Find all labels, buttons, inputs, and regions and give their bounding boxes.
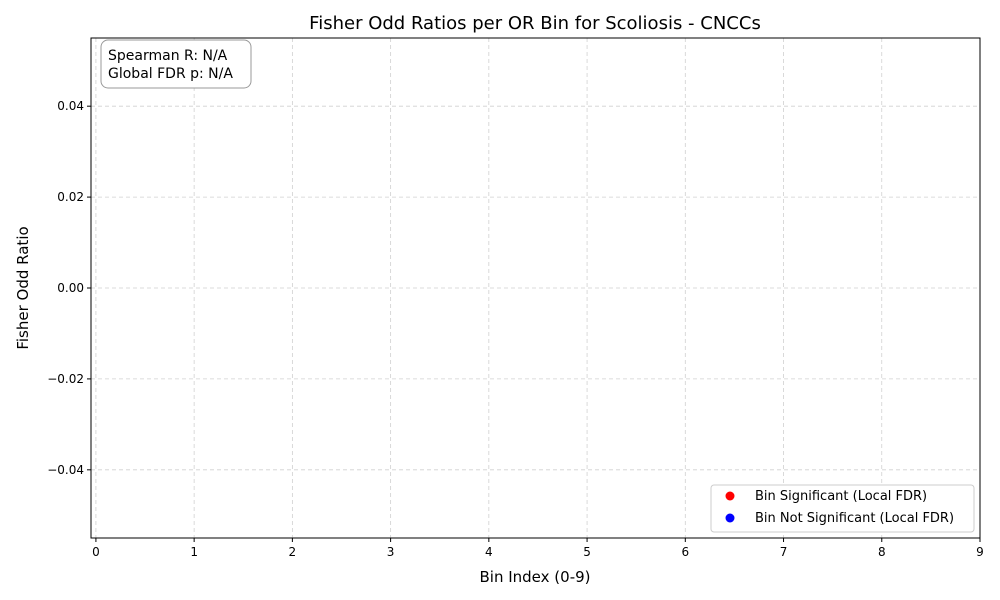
grid — [91, 38, 981, 538]
stats-annotation: Spearman R: N/A Global FDR p: N/A — [100, 39, 252, 89]
y-tick-label: 0.04 — [57, 99, 84, 113]
y-axis-label: Fisher Odd Ratio — [14, 226, 32, 349]
x-tick-label: 6 — [681, 545, 689, 559]
legend-marker-not-significant — [725, 513, 735, 523]
legend-label-not-significant: Bin Not Significant (Local FDR) — [755, 511, 954, 526]
x-tick-label: 3 — [387, 545, 395, 559]
x-tick-label: 4 — [485, 545, 493, 559]
x-tick-label: 2 — [289, 545, 297, 559]
x-tick-label: 0 — [92, 545, 100, 559]
x-axis: 0 1 2 3 4 5 6 7 8 9 — [92, 538, 984, 559]
fdr-text: Global FDR p: N/A — [108, 66, 233, 82]
y-tick-label: −0.04 — [47, 463, 84, 477]
legend-marker-significant — [725, 491, 735, 501]
x-axis-label: Bin Index (0-9) — [480, 568, 591, 586]
x-tick-label: 1 — [190, 545, 198, 559]
spearman-text: Spearman R: N/A — [108, 48, 228, 64]
legend-box — [710, 484, 975, 533]
x-tick-label: 7 — [780, 545, 788, 559]
y-axis: −0.04 −0.02 0.00 0.02 0.04 — [47, 99, 91, 477]
chart-title: Fisher Odd Ratios per OR Bin for Scolios… — [309, 13, 761, 34]
y-tick-label: 0.00 — [57, 281, 84, 295]
y-tick-label: −0.02 — [47, 372, 84, 386]
x-tick-label: 8 — [878, 545, 886, 559]
legend: Bin Significant (Local FDR) Bin Not Sign… — [710, 484, 975, 533]
legend-label-significant: Bin Significant (Local FDR) — [755, 489, 927, 504]
x-tick-label: 5 — [583, 545, 591, 559]
stats-box — [100, 39, 252, 89]
y-tick-label: 0.02 — [57, 190, 84, 204]
x-tick-label: 9 — [976, 545, 984, 559]
